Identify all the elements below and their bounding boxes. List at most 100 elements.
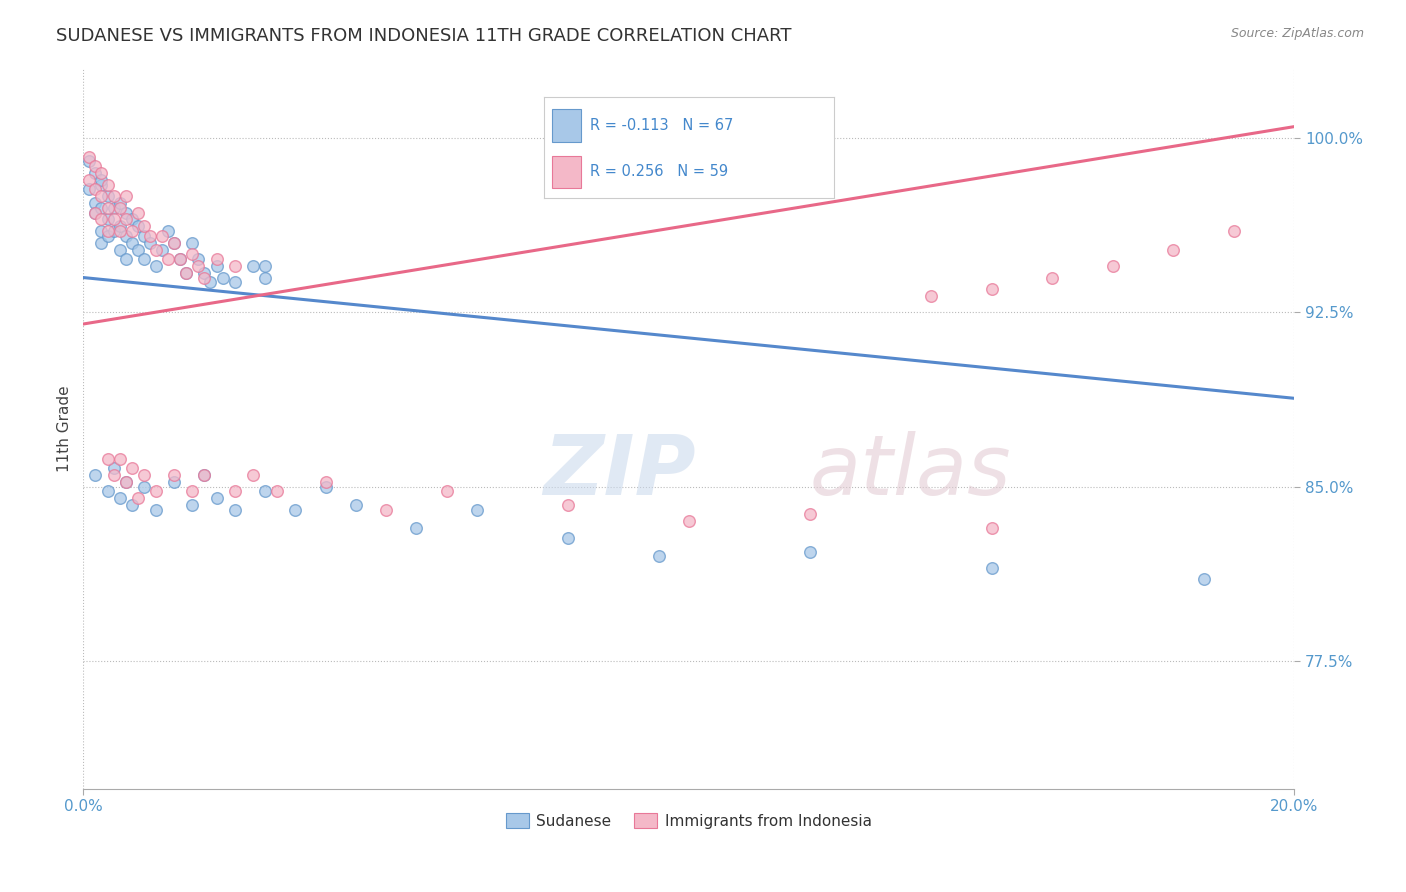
Point (980, 282, 1002, 296)
Point (108, 491, 131, 506)
Point (114, 228, 136, 243)
Point (114, 189, 136, 203)
Point (253, 259, 276, 273)
Point (157, 224, 180, 238)
Point (1163, 243, 1185, 257)
Point (200, 275, 222, 289)
Point (139, 228, 162, 243)
Point (163, 235, 186, 250)
Point (145, 243, 167, 257)
Point (84, 159, 107, 173)
Point (163, 475, 186, 489)
Point (90, 235, 112, 250)
Point (121, 224, 143, 238)
Point (108, 201, 131, 215)
Point (145, 503, 167, 517)
Point (84, 196, 107, 211)
Point (84, 205, 107, 219)
Point (174, 266, 197, 280)
Point (96, 451, 118, 466)
Point (193, 266, 215, 280)
Point (108, 243, 131, 257)
Point (96, 178, 118, 192)
Point (132, 252, 155, 266)
Point (90, 212, 112, 227)
Point (150, 228, 173, 243)
Point (799, 508, 821, 522)
Point (193, 467, 215, 482)
Point (174, 266, 197, 280)
Point (114, 212, 136, 227)
Point (103, 201, 125, 215)
Point (224, 259, 246, 273)
Point (114, 205, 136, 219)
Point (96, 224, 118, 238)
Text: Source: ZipAtlas.com: Source: ZipAtlas.com (1230, 27, 1364, 40)
Point (465, 503, 488, 517)
Point (132, 480, 155, 494)
Point (103, 189, 125, 203)
Point (84, 166, 107, 180)
Point (96, 201, 118, 215)
Point (90, 166, 112, 180)
Point (139, 235, 162, 250)
Point (114, 475, 136, 489)
Point (96, 189, 118, 203)
Point (253, 270, 276, 285)
Point (211, 270, 233, 285)
Point (920, 289, 942, 303)
Point (678, 515, 700, 529)
Point (557, 498, 579, 512)
Point (79, 182, 101, 196)
Point (205, 252, 228, 266)
Point (121, 498, 143, 512)
Point (90, 178, 112, 192)
Point (181, 498, 204, 512)
Text: ZIP: ZIP (544, 431, 696, 512)
Point (132, 228, 155, 243)
Point (127, 491, 149, 506)
Point (103, 224, 125, 238)
Point (1101, 259, 1123, 273)
Point (145, 259, 167, 273)
Point (90, 201, 112, 215)
Text: SUDANESE VS IMMIGRANTS FROM INDONESIA 11TH GRADE CORRELATION CHART: SUDANESE VS IMMIGRANTS FROM INDONESIA 11… (56, 27, 792, 45)
Point (405, 521, 427, 535)
Point (96, 228, 118, 243)
Point (169, 252, 191, 266)
Point (103, 212, 125, 227)
Point (799, 544, 821, 558)
Point (79, 154, 101, 169)
Point (163, 235, 186, 250)
Point (980, 561, 1002, 575)
Point (103, 461, 125, 475)
Point (187, 252, 209, 266)
Point (1040, 270, 1063, 285)
Point (375, 503, 398, 517)
Point (181, 235, 204, 250)
Point (205, 491, 228, 506)
Point (150, 243, 173, 257)
Point (557, 531, 579, 545)
Point (108, 196, 131, 211)
Point (84, 467, 107, 482)
Point (436, 484, 458, 499)
Point (181, 484, 204, 499)
Point (127, 205, 149, 219)
Point (193, 467, 215, 482)
Point (114, 475, 136, 489)
Point (132, 467, 155, 482)
Point (266, 484, 288, 499)
Point (193, 270, 215, 285)
Point (79, 150, 101, 164)
Text: atlas: atlas (810, 431, 1012, 512)
Point (163, 467, 186, 482)
Point (90, 189, 112, 203)
Point (84, 205, 107, 219)
Point (980, 521, 1002, 535)
Point (315, 480, 337, 494)
Point (224, 484, 246, 499)
Point (121, 461, 143, 475)
Point (181, 247, 204, 261)
Point (127, 243, 149, 257)
